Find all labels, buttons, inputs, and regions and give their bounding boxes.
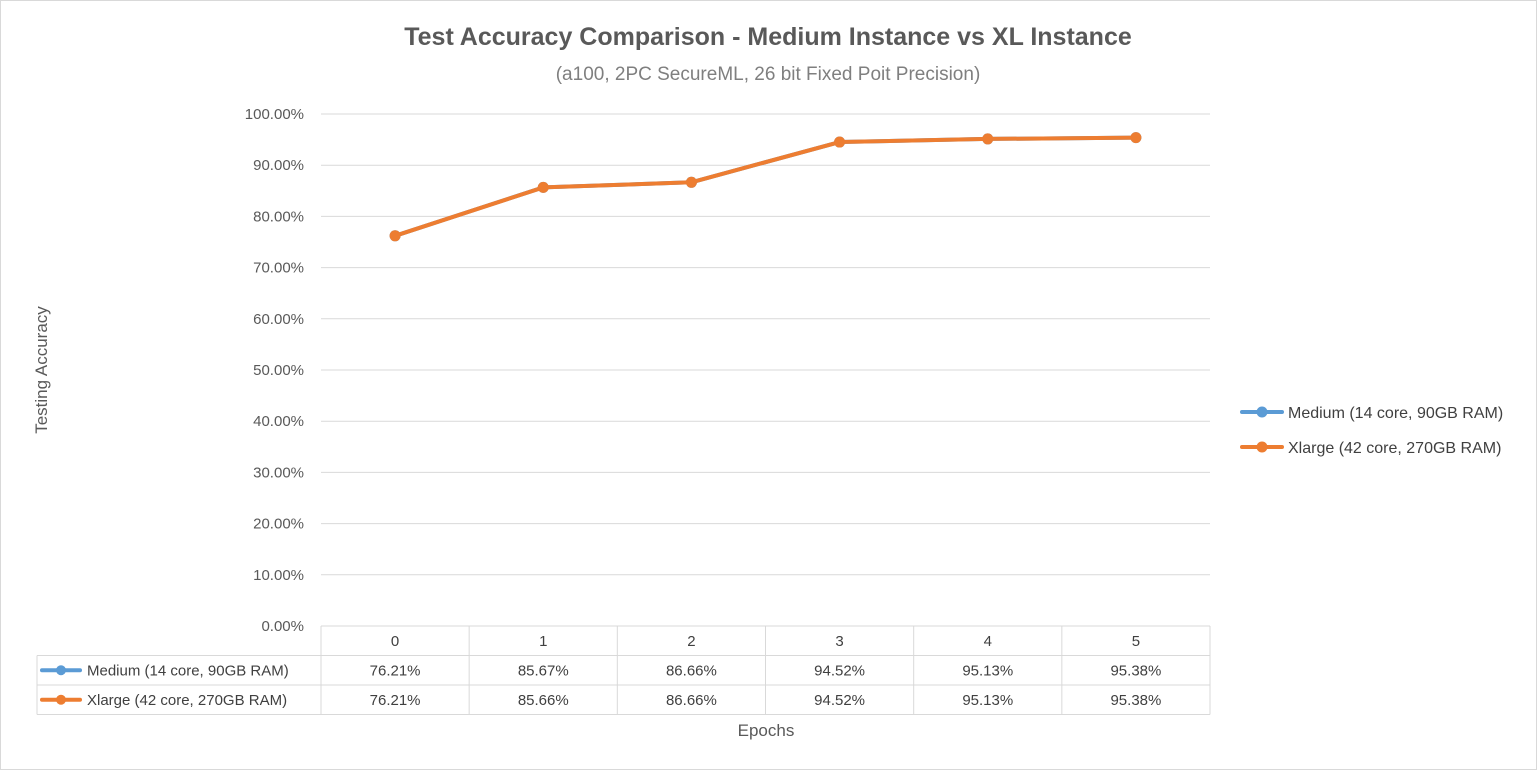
y-tick-label: 60.00% [253, 311, 304, 328]
data-point [834, 136, 846, 148]
table-data-label: 86.66% [666, 662, 717, 679]
table-data-label: 85.67% [518, 662, 569, 679]
y-tick-label: 100.00% [245, 106, 304, 123]
y-tick-label: 0.00% [261, 618, 304, 635]
legend-entry: Xlarge (42 core, 270GB RAM) [1288, 440, 1501, 457]
y-tick-label: 50.00% [253, 362, 304, 379]
y-tick-label: 30.00% [253, 464, 304, 481]
data-table: 0 1 2 3 4 5 Medium (14 core, 90GB RAM) 76.21% 85… [36, 625, 1211, 715]
table-data-label: 95.38% [1110, 692, 1161, 709]
table-data-label: 94.52% [814, 662, 865, 679]
legend-entry: Medium (14 core, 90GB RAM) [1288, 405, 1503, 422]
table-legend-key-marker [56, 694, 66, 705]
legend-key-marker [1256, 406, 1268, 418]
y-tick-label: 90.00% [253, 157, 304, 174]
table-data-label: 86.66% [666, 692, 717, 709]
series-lines [389, 132, 1142, 242]
y-axis-title: Testing Accuracy [32, 306, 51, 434]
data-point [982, 133, 994, 145]
legend: Medium (14 core, 90GB RAM) Xlarge (42 cor… [1240, 405, 1503, 457]
x-tick-label: 1 [539, 633, 547, 650]
x-tick-label: 5 [1132, 633, 1140, 650]
chart-title: Test Accuracy Comparison - Medium Instan… [404, 23, 1132, 51]
legend-key-marker [1256, 441, 1268, 453]
table-data-label: 94.52% [814, 692, 865, 709]
y-tick-label: 80.00% [253, 208, 304, 225]
data-point [537, 181, 549, 193]
data-point [1130, 132, 1142, 144]
table-data-label: 76.21% [370, 662, 421, 679]
data-point [685, 176, 697, 188]
x-axis-title: Epochs [738, 721, 795, 740]
series-group [389, 132, 1142, 242]
table-data-label: 95.38% [1110, 662, 1161, 679]
y-axis-ticks: 0.00% 10.00% 20.00% 30.00% 40.00% 50.00% 60.00… [245, 106, 304, 635]
chart-subtitle: (a100, 2PC SecureML, 26 bit Fixed Poit P… [556, 64, 981, 85]
table-data-label: 95.13% [962, 662, 1013, 679]
gridlines [321, 113, 1210, 627]
x-tick-label: 0 [391, 633, 399, 650]
x-tick-label: 3 [835, 633, 843, 650]
table-series-name: Medium (14 core, 90GB RAM) [87, 662, 289, 679]
table-series-name: Xlarge (42 core, 270GB RAM) [87, 692, 287, 709]
table-data-label: 85.66% [518, 692, 569, 709]
y-tick-label: 70.00% [253, 260, 304, 277]
table-data-label: 76.21% [370, 692, 421, 709]
x-tick-label: 4 [984, 633, 992, 650]
y-tick-label: 20.00% [253, 516, 304, 533]
data-point [389, 230, 401, 242]
table-data-label: 95.13% [962, 692, 1013, 709]
x-tick-label: 2 [687, 633, 695, 650]
y-tick-label: 40.00% [253, 413, 304, 430]
series-line [393, 135, 1138, 238]
table-legend-key-marker [56, 665, 66, 676]
y-tick-label: 10.00% [253, 567, 304, 584]
